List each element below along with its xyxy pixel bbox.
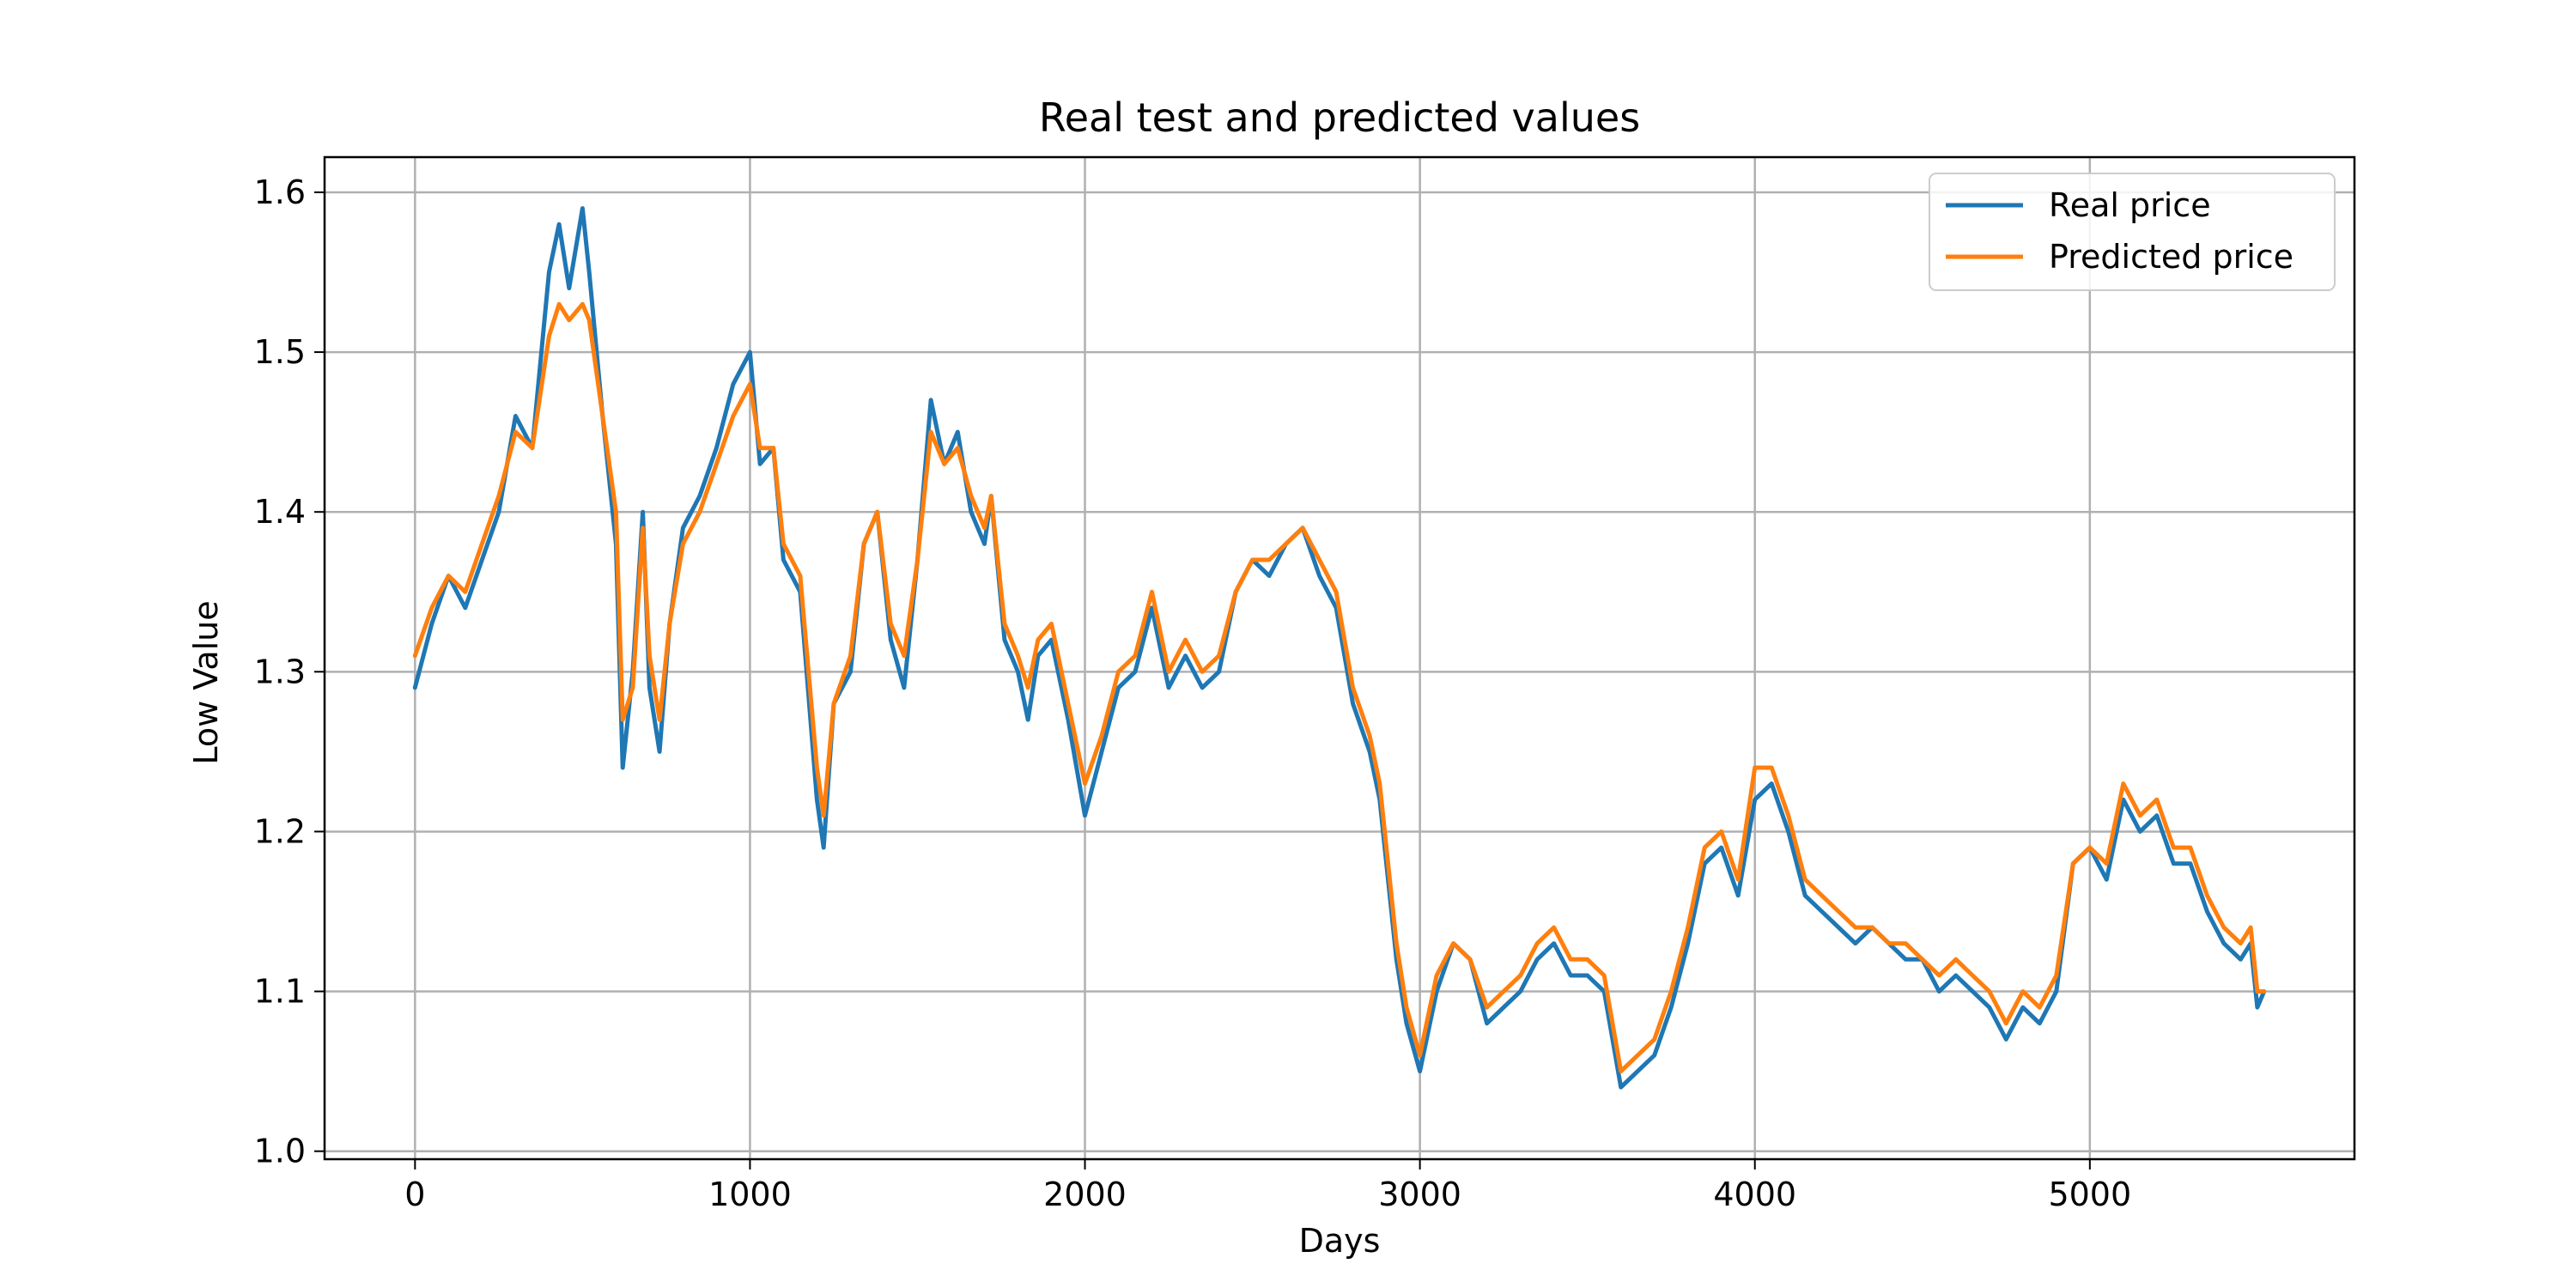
y-tick-label: 1.1 [254,973,306,1011]
plot-frame [323,155,2356,1161]
y-axis-title: Low Value [187,600,225,764]
x-tick-label: 3000 [1378,1176,1461,1213]
y-tick-label: 1.5 [254,333,306,371]
axis-ticks: 0 1000 2000 3000 4000 5000 1.0 1.1 1.2 1.3 1.4 1.5 1… [254,173,2132,1213]
series-line-real-price [412,206,2267,1090]
grid-lines [325,157,2354,1159]
series-line-predicted-price [412,301,2267,1074]
chart-title: Real test and predicted values [1039,94,1640,141]
y-tick-label: 1.2 [254,812,306,850]
x-tick-label: 5000 [2048,1176,2131,1213]
legend-box [1929,173,2336,291]
x-tick-label: 4000 [1713,1176,1796,1213]
plot-series [412,206,2267,1090]
x-axis-title: Days [1299,1222,1381,1260]
x-tick-label: 2000 [1043,1176,1127,1213]
y-tick-label: 1.0 [254,1133,306,1170]
legend-label-predicted-price: Predicted price [2049,238,2293,276]
x-tick-label: 0 [404,1176,425,1213]
legend: Real price Predicted price [1929,173,2336,291]
legend-label-real-price: Real price [2049,186,2211,224]
y-tick-label: 1.6 [254,173,306,211]
y-tick-label: 1.3 [254,653,306,690]
x-tick-label: 1000 [708,1176,792,1213]
y-tick-label: 1.4 [254,493,306,531]
